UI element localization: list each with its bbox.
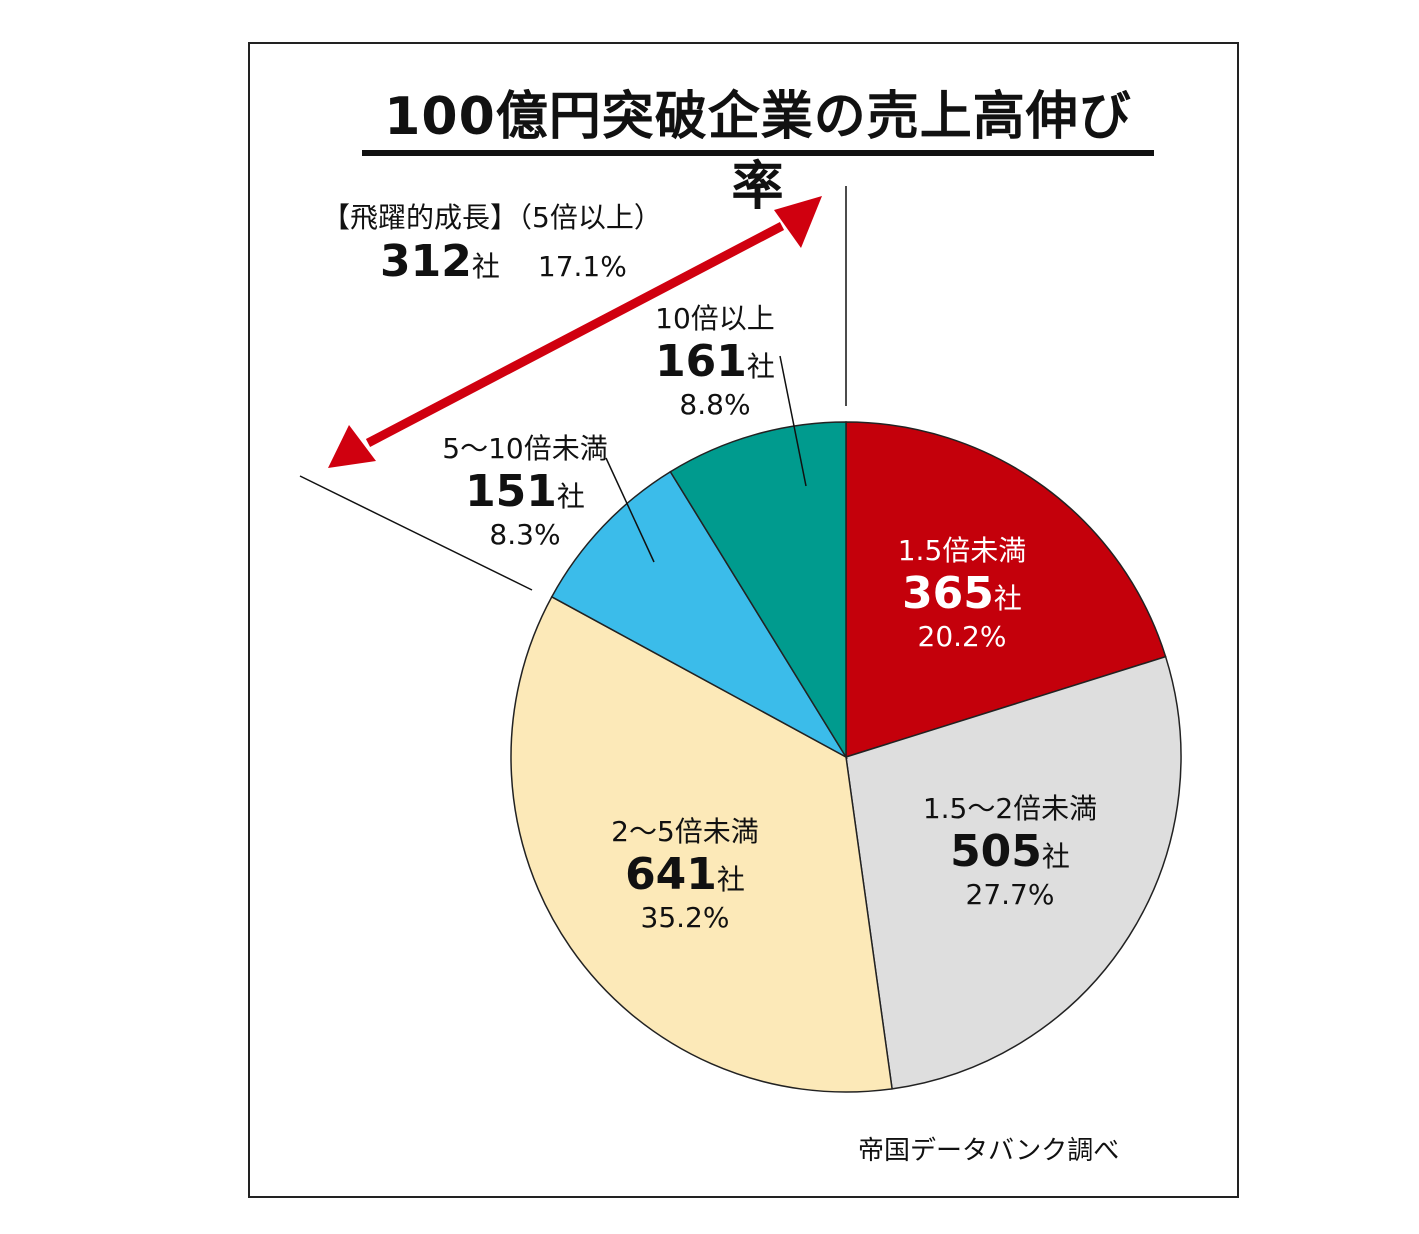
- growth-unit: 社: [471, 250, 500, 283]
- pie-slice-0: [845, 421, 1167, 759]
- growth-arrow: [328, 196, 822, 468]
- slice-count: 505社: [950, 825, 1070, 877]
- growth-count: 312: [380, 236, 472, 287]
- pie-slice-2: [510, 595, 893, 1093]
- pie-slice-4: [669, 421, 847, 760]
- slice-percent: 35.2%: [640, 901, 730, 935]
- slice-label-under-1.5x: 1.5倍未満 365社 20.2%: [862, 534, 1062, 654]
- slice-percent: 8.8%: [679, 388, 751, 422]
- chart-frame: [248, 42, 1239, 1198]
- pie-slice-1: [845, 655, 1182, 1090]
- slice-category: 1.5倍未満: [897, 534, 1027, 567]
- callout-line-5-10x: [605, 457, 655, 563]
- growth-annotation: 【飛躍的成長】（5倍以上） 312社 17.1%: [322, 196, 662, 287]
- chart-title: 100億円突破企業の売上高伸び率: [384, 87, 1132, 217]
- slice-count: 641社: [625, 848, 745, 900]
- arrow-head-up: [774, 196, 822, 248]
- growth-values: 312社 17.1%: [322, 236, 662, 287]
- slice-label-2-5x: 2〜5倍未満 641社 35.2%: [580, 815, 790, 935]
- source-note: 帝国データバンク調べ: [858, 1136, 1120, 1166]
- callout-line-10x: [779, 355, 807, 487]
- slice-label-10x-plus: 10倍以上 161社 8.8%: [620, 302, 810, 422]
- slice-category: 5〜10倍未満: [442, 432, 608, 465]
- pie-slice-3: [550, 470, 849, 760]
- title-underline: [362, 150, 1154, 156]
- growth-title: 【飛躍的成長】（5倍以上）: [322, 201, 662, 234]
- slice-percent: 27.7%: [965, 878, 1055, 912]
- slice-count: 151社: [465, 465, 585, 517]
- slice-count: 365社: [902, 567, 1022, 619]
- divider-line-diagonal: [299, 475, 533, 591]
- slice-category: 2〜5倍未満: [611, 815, 759, 848]
- slice-category: 1.5〜2倍未満: [922, 792, 1098, 825]
- slice-percent: 8.3%: [489, 518, 561, 552]
- arrow-head-down: [328, 425, 376, 468]
- slice-percent: 20.2%: [917, 620, 1007, 654]
- growth-percent: 17.1%: [537, 250, 627, 283]
- slice-label-1.5-2x: 1.5〜2倍未満 505社 27.7%: [900, 792, 1120, 912]
- slice-category: 10倍以上: [655, 302, 775, 335]
- slice-label-5-10x: 5〜10倍未満 151社 8.3%: [420, 432, 630, 552]
- slice-count: 161社: [655, 335, 775, 387]
